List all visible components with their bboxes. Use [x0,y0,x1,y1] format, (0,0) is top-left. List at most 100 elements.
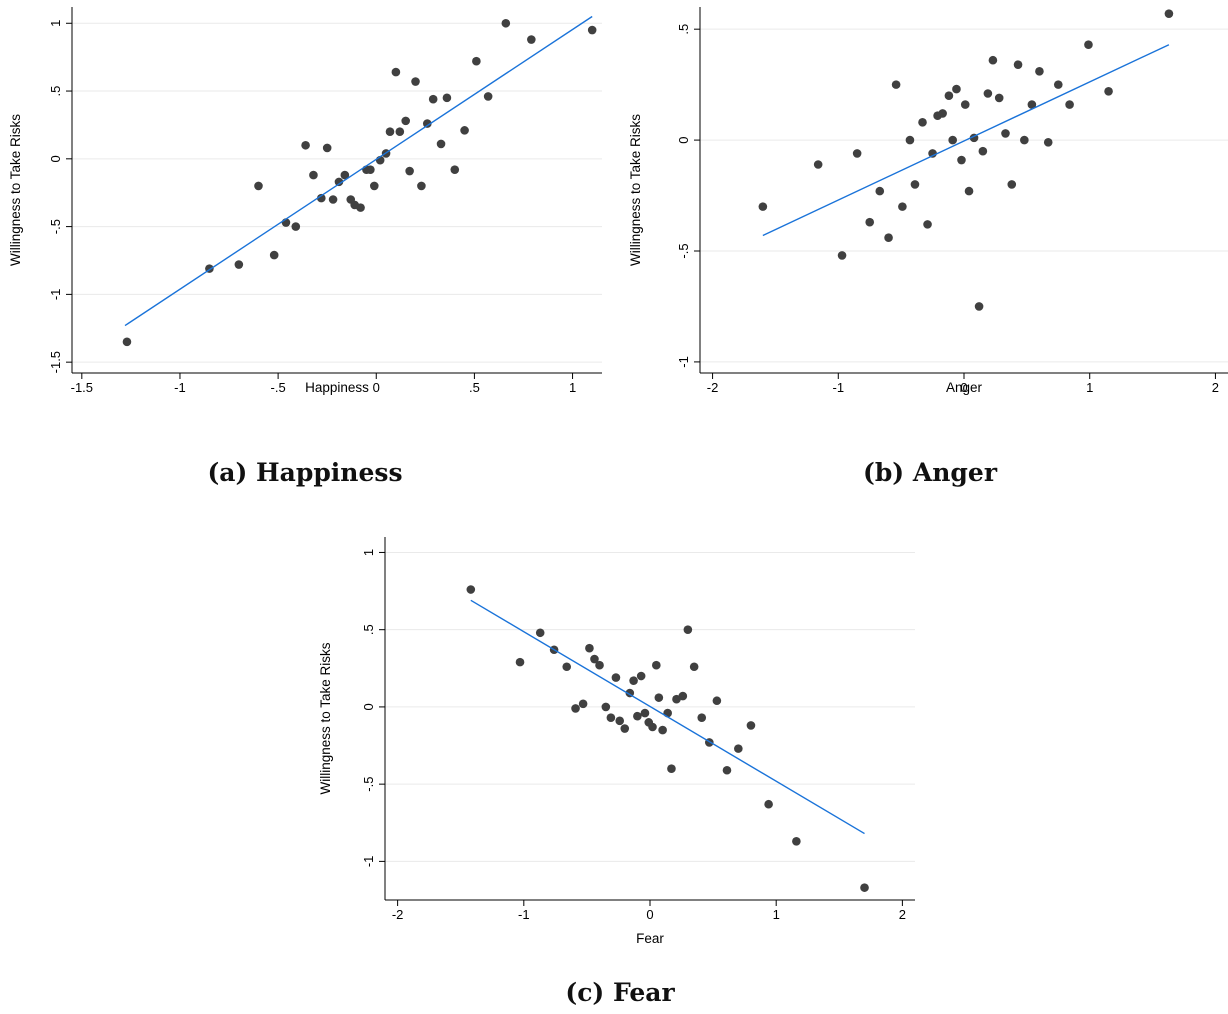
data-point [234,260,244,269]
data-point [356,203,365,212]
x-tick-label: 1 [569,380,576,395]
caption-fear: (c) Fear [520,978,720,1007]
data-point [712,696,722,706]
data-point [952,84,961,94]
data-point [595,660,604,670]
x-tick-label: -1 [833,380,845,395]
data-point [1053,80,1063,89]
data-point [978,146,988,156]
data-point [891,80,901,89]
data-point [122,337,132,347]
x-axis-title: Anger [946,380,983,395]
data-point [611,673,621,682]
data-point [472,56,481,66]
y-tick-label: 0 [48,155,63,162]
y-tick-label: -1 [48,289,63,301]
y-tick-label: -.5 [48,219,63,234]
caption-title: Fear [612,978,675,1007]
data-point [938,109,947,118]
data-point [515,657,525,667]
y-axis-title: Willingness to Take Risks [8,114,23,266]
data-point [254,181,263,191]
data-point [640,708,650,718]
x-tick-label: 0 [646,907,653,922]
data-point [944,91,954,101]
caption-title: Happiness [256,458,403,487]
data-point [606,713,616,723]
data-point [837,251,847,260]
data-point [813,160,823,169]
data-point [648,722,657,732]
data-point [994,93,1004,103]
data-point [405,166,414,176]
data-point [340,170,350,180]
data-point [960,100,970,109]
data-point [1007,180,1017,189]
data-point [428,94,438,104]
data-point [905,135,915,145]
data-point [466,585,476,594]
y-tick-label: -1.5 [48,351,63,373]
data-point [852,149,862,158]
data-point [652,660,661,670]
data-point [334,177,344,187]
y-tick-label: -.5 [361,777,376,792]
data-point [910,180,920,189]
caption-tag: (a) [207,458,248,487]
x-tick-label: -1 [174,380,186,395]
data-point [417,181,426,191]
y-tick-label: -1 [361,856,376,868]
data-point [1104,86,1113,96]
data-point [501,18,511,28]
data-point [764,799,773,809]
scatter-chart-happiness: -1.5 -1 -.5 0 .5 1 -1.5 -1 -.5 0 .5 1 Happiness Willi… [8,7,602,395]
x-tick-label: -2 [707,380,719,395]
data-point [697,713,707,723]
data-point [291,222,301,231]
data-point [1065,100,1074,109]
fit-line [470,599,865,835]
data-point [601,702,611,712]
fit-line [124,15,593,327]
data-point [683,625,693,634]
data-point [578,699,588,709]
data-point [948,135,957,145]
data-point [535,628,545,638]
data-point [658,725,667,735]
data-point [663,708,672,718]
data-point [442,93,452,103]
data-point [918,118,927,127]
data-point [527,35,536,44]
data-point [436,139,446,149]
y-tick-label: -.5 [676,243,691,258]
data-point [369,181,379,191]
data-point [411,77,420,86]
x-tick-label: 2 [899,907,906,922]
data-point [571,704,580,713]
x-tick-label: -1 [518,907,530,922]
data-point [328,195,338,204]
caption-happiness: (a) Happiness [180,458,430,487]
chart-panel-anger: -1 -.5 0 .5 -2 -1 0 1 2 Anger Willingness to Take … [620,0,1228,400]
data-point [923,220,932,229]
data-point [633,711,642,721]
data-point [875,186,885,196]
data-point [957,155,966,165]
x-tick-label: -.5 [271,380,286,395]
data-point [460,126,469,135]
data-point [385,127,395,137]
data-point [322,143,332,153]
data-point [1001,129,1010,138]
data-point [615,716,625,726]
caption-tag: (c) [565,978,605,1007]
data-point [1020,135,1029,145]
caption-title: Anger [912,458,997,487]
data-point [587,25,597,35]
data-point [309,170,318,180]
caption-anger: (b) Anger [820,458,1040,487]
scatter-chart-fear: -1 -.5 0 .5 1 -2 -1 0 1 2 Fear Willingness to Take … [318,537,915,946]
chart-panel-fear: -1 -.5 0 .5 1 -2 -1 0 1 2 Fear Willingness to Take … [310,520,920,950]
x-tick-label: .5 [469,380,480,395]
data-point [1164,9,1174,18]
data-point [722,765,732,775]
